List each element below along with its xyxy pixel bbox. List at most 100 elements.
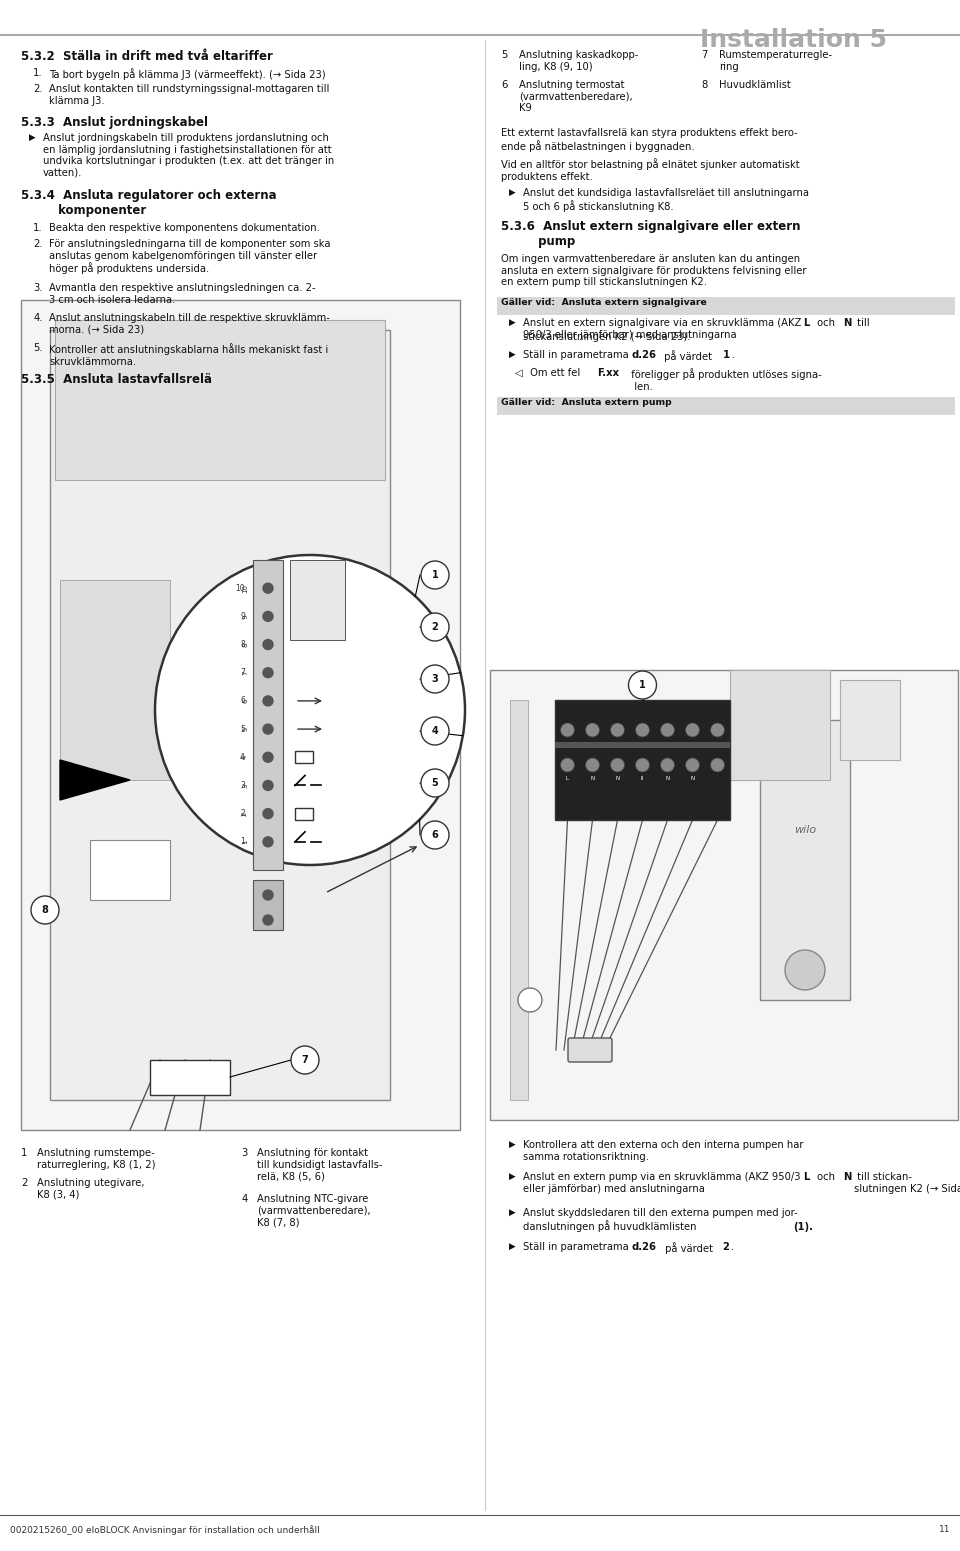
Text: 2: 2 <box>432 622 439 631</box>
Text: 6: 6 <box>242 698 248 703</box>
Text: Anslutning termostat
(varmvattenberedare),
K9: Anslutning termostat (varmvattenberedare… <box>519 81 633 113</box>
Text: 6: 6 <box>240 696 245 706</box>
Text: (1).: (1). <box>793 1222 813 1231</box>
FancyBboxPatch shape <box>60 580 170 780</box>
Circle shape <box>710 758 725 772</box>
Circle shape <box>421 769 449 797</box>
Text: 5.3.2  Ställa in drift med två eltariffer: 5.3.2 Ställa in drift med två eltariffer <box>21 50 273 64</box>
Text: d.26: d.26 <box>631 351 656 360</box>
Text: Om ett fel: Om ett fel <box>527 368 584 378</box>
Text: föreligger på produkten utlöses signa-
  len.: föreligger på produkten utlöses signa- l… <box>628 368 822 391</box>
FancyBboxPatch shape <box>295 751 313 763</box>
Text: 4: 4 <box>432 726 439 737</box>
Text: Anslutning kaskadkopp-
ling, K8 (9, 10): Anslutning kaskadkopp- ling, K8 (9, 10) <box>519 50 638 71</box>
Text: Anslut skyddsledaren till den externa pumpen med jor-
danslutningen på huvudkläm: Anslut skyddsledaren till den externa pu… <box>523 1208 798 1231</box>
Text: 1: 1 <box>240 838 245 847</box>
Text: 5: 5 <box>242 727 248 731</box>
Circle shape <box>710 723 725 737</box>
Text: 8: 8 <box>242 642 248 647</box>
Circle shape <box>611 723 625 737</box>
Text: Anslut jordningskabeln till produktens jordanslutning och
en lämplig jordanslutn: Anslut jordningskabeln till produktens j… <box>43 133 334 178</box>
Circle shape <box>263 890 273 900</box>
FancyBboxPatch shape <box>253 879 283 931</box>
FancyBboxPatch shape <box>497 296 955 315</box>
Text: 8: 8 <box>701 81 708 90</box>
Text: ▶: ▶ <box>509 1208 516 1218</box>
Text: 5: 5 <box>501 50 508 60</box>
Text: Ta bort bygeln på klämma J3 (värmeeffekt). (→ Sida 23): Ta bort bygeln på klämma J3 (värmeeffekt… <box>49 68 325 81</box>
Text: 1: 1 <box>432 571 439 580</box>
Text: Gäller vid:  Ansluta extern signalgivare: Gäller vid: Ansluta extern signalgivare <box>501 298 707 307</box>
FancyBboxPatch shape <box>21 299 460 1131</box>
Text: 7: 7 <box>701 50 708 60</box>
Text: d.26: d.26 <box>631 1242 656 1252</box>
Text: 5: 5 <box>432 779 439 788</box>
Text: N: N <box>590 776 594 780</box>
Text: 1.: 1. <box>33 223 43 233</box>
Text: Installation 5: Installation 5 <box>700 28 887 53</box>
Circle shape <box>561 723 574 737</box>
Circle shape <box>263 808 273 819</box>
Text: 4: 4 <box>240 752 245 762</box>
Text: och: och <box>814 318 838 327</box>
FancyBboxPatch shape <box>290 560 345 641</box>
Circle shape <box>263 838 273 847</box>
Text: L: L <box>804 1173 809 1182</box>
Text: ▶: ▶ <box>509 1173 516 1180</box>
Text: 5.3.6  Anslut extern signalgivare eller extern
         pump: 5.3.6 Anslut extern signalgivare eller e… <box>501 220 801 248</box>
Circle shape <box>263 752 273 762</box>
Text: Anslut det kundsidiga lastavfallsreläet till anslutningarna
5 och 6 på stickansl: Anslut det kundsidiga lastavfallsreläet … <box>523 188 809 212</box>
Text: Avmantla den respektive anslutningsledningen ca. 2-
3 cm och isolera ledarna.: Avmantla den respektive anslutningsledni… <box>49 282 316 304</box>
FancyBboxPatch shape <box>253 560 283 870</box>
Circle shape <box>636 758 650 772</box>
Text: 10: 10 <box>242 583 248 592</box>
Text: 1: 1 <box>723 351 731 360</box>
Text: Anslutning rumstempe-
raturreglering, K8 (1, 2): Anslutning rumstempe- raturreglering, K8… <box>37 1148 156 1169</box>
Text: II: II <box>641 776 644 780</box>
Polygon shape <box>60 760 130 800</box>
Text: 6: 6 <box>432 830 439 841</box>
Text: För anslutningsledningarna till de komponenter som ska
anslutas genom kabelgenom: För anslutningsledningarna till de kompo… <box>49 239 330 275</box>
Circle shape <box>611 758 625 772</box>
Text: ▶: ▶ <box>509 351 516 358</box>
FancyBboxPatch shape <box>295 808 313 819</box>
Text: 6: 6 <box>501 81 508 90</box>
FancyBboxPatch shape <box>730 670 830 780</box>
Circle shape <box>263 915 273 924</box>
Text: N: N <box>665 776 669 780</box>
Circle shape <box>263 724 273 734</box>
FancyBboxPatch shape <box>150 1059 230 1095</box>
Text: 1: 1 <box>242 839 248 844</box>
Text: 2: 2 <box>240 810 245 817</box>
Text: 2.: 2. <box>33 84 43 95</box>
Text: 5.3.5  Ansluta lastavfallsrelä: 5.3.5 Ansluta lastavfallsrelä <box>21 372 212 386</box>
Circle shape <box>421 613 449 641</box>
Text: .: . <box>732 1242 734 1252</box>
Circle shape <box>586 758 599 772</box>
Text: Huvudklämlist: Huvudklämlist <box>719 81 791 90</box>
Text: 7: 7 <box>242 670 248 675</box>
Text: Kontrollera att den externa och den interna pumpen har
samma rotationsriktning.: Kontrollera att den externa och den inte… <box>523 1140 804 1162</box>
Text: 8: 8 <box>240 641 245 648</box>
Text: Om ingen varmvattenberedare är ansluten kan du antingen
ansluta en extern signal: Om ingen varmvattenberedare är ansluten … <box>501 254 806 287</box>
FancyBboxPatch shape <box>55 320 385 479</box>
Circle shape <box>421 665 449 693</box>
Text: Gäller vid:  Ansluta extern pump: Gäller vid: Ansluta extern pump <box>501 399 672 406</box>
Circle shape <box>263 696 273 706</box>
Circle shape <box>561 758 574 772</box>
Text: Anslutning NTC-givare
(varmvattenberedare),
K8 (7, 8): Anslutning NTC-givare (varmvattenberedar… <box>257 1194 371 1227</box>
Text: på värdet: på värdet <box>662 1242 716 1253</box>
Text: 5.: 5. <box>33 343 43 354</box>
Text: 7: 7 <box>240 668 245 678</box>
Circle shape <box>660 758 675 772</box>
Text: 3: 3 <box>241 1148 248 1159</box>
Circle shape <box>421 717 449 744</box>
Text: 7: 7 <box>301 1055 308 1066</box>
Text: N: N <box>615 776 619 780</box>
Text: 3: 3 <box>432 675 439 684</box>
Text: 3: 3 <box>242 783 248 788</box>
FancyBboxPatch shape <box>568 1038 612 1062</box>
Text: Anslutning för kontakt
till kundsidigt lastavfalls-
relä, K8 (5, 6): Anslutning för kontakt till kundsidigt l… <box>257 1148 383 1182</box>
FancyBboxPatch shape <box>497 397 955 416</box>
Text: stickanslutningen K2 (→ Sida 23).: stickanslutningen K2 (→ Sida 23). <box>523 332 690 343</box>
